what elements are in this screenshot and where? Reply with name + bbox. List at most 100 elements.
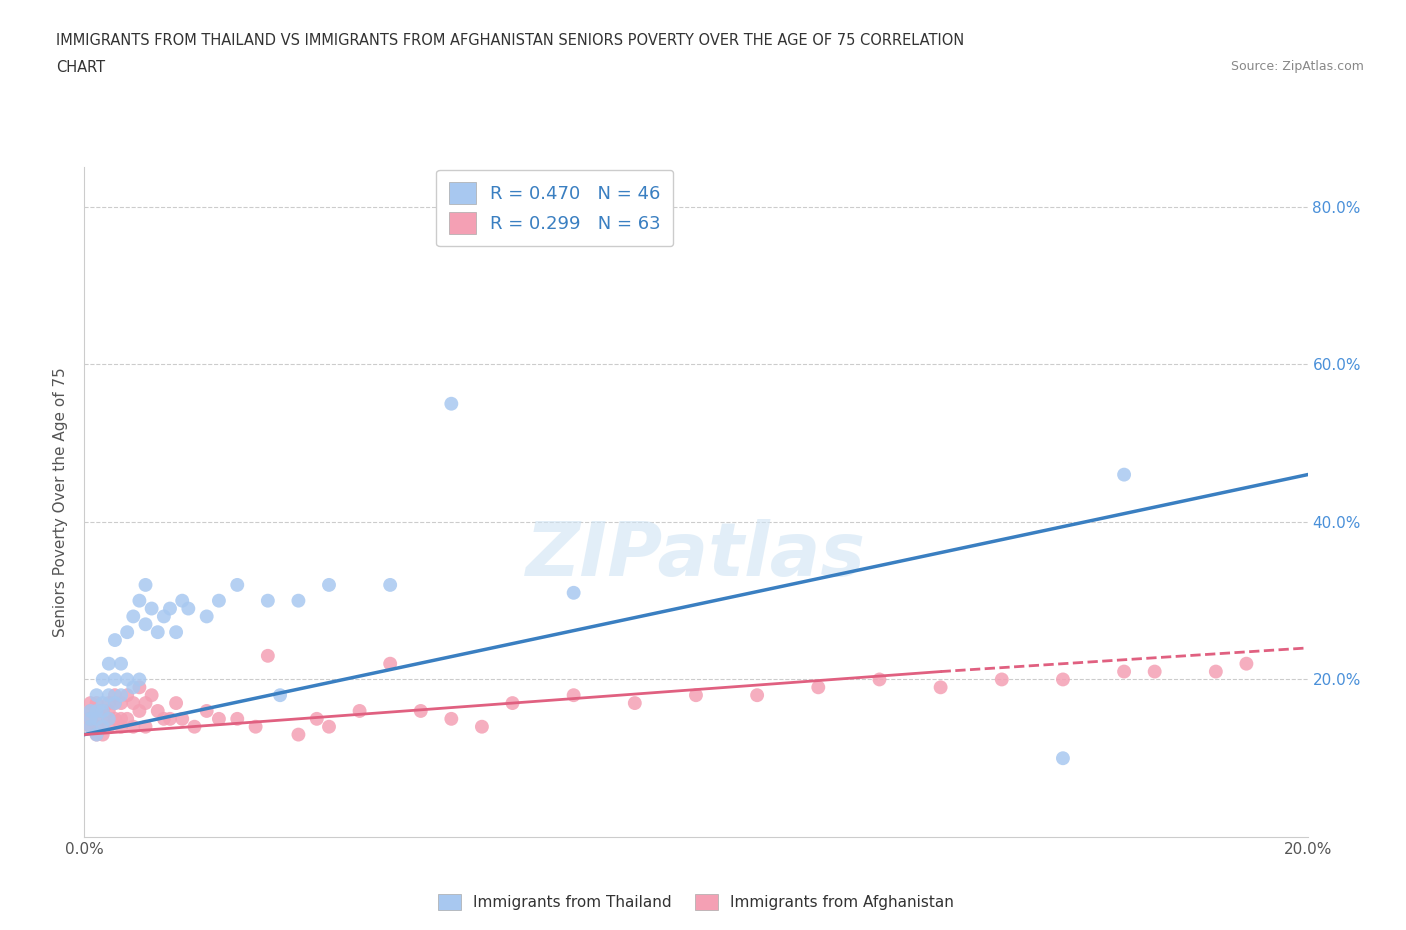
Point: [104, 632, 127, 647]
Point: [79, 703, 101, 718]
Point: [110, 719, 132, 734]
Point: [122, 719, 145, 734]
Point: [1052, 672, 1074, 687]
Point: [349, 703, 371, 718]
Point: [86, 703, 108, 718]
Point: [91, 719, 114, 734]
Point: [869, 672, 891, 687]
Point: [208, 593, 231, 608]
Point: [104, 711, 127, 726]
Point: [97, 657, 120, 671]
Point: [97, 711, 120, 726]
Point: [318, 578, 340, 592]
Point: [128, 593, 150, 608]
Point: [141, 601, 163, 616]
Point: [141, 688, 163, 703]
Point: [153, 609, 176, 624]
Point: [97, 719, 120, 734]
Point: [409, 703, 432, 718]
Point: [91, 727, 114, 742]
Point: [257, 648, 280, 663]
Point: [624, 696, 647, 711]
Point: [226, 578, 249, 592]
Point: [195, 703, 218, 718]
Point: [685, 688, 707, 703]
Point: [122, 696, 145, 711]
Legend: Immigrants from Thailand, Immigrants from Afghanistan: Immigrants from Thailand, Immigrants fro…: [432, 888, 960, 916]
Point: [440, 711, 463, 726]
Y-axis label: Seniors Poverty Over the Age of 75: Seniors Poverty Over the Age of 75: [53, 367, 69, 637]
Point: [110, 657, 132, 671]
Point: [104, 672, 127, 687]
Point: [305, 711, 328, 726]
Point: [562, 585, 585, 600]
Point: [380, 578, 402, 592]
Point: [86, 727, 108, 742]
Point: [1205, 664, 1227, 679]
Point: [86, 696, 108, 711]
Point: [929, 680, 952, 695]
Point: [807, 680, 830, 695]
Point: [79, 711, 101, 726]
Point: [471, 719, 494, 734]
Point: [135, 696, 157, 711]
Point: [97, 711, 120, 726]
Point: [245, 719, 267, 734]
Point: [79, 696, 101, 711]
Point: [159, 711, 181, 726]
Point: [318, 719, 340, 734]
Point: [183, 719, 205, 734]
Point: [86, 703, 108, 718]
Point: [86, 688, 108, 703]
Point: [1236, 657, 1258, 671]
Point: [128, 703, 150, 718]
Point: [79, 719, 101, 734]
Text: Source: ZipAtlas.com: Source: ZipAtlas.com: [1230, 60, 1364, 73]
Point: [110, 696, 132, 711]
Text: IMMIGRANTS FROM THAILAND VS IMMIGRANTS FROM AFGHANISTAN SENIORS POVERTY OVER THE: IMMIGRANTS FROM THAILAND VS IMMIGRANTS F…: [56, 33, 965, 47]
Point: [991, 672, 1014, 687]
Point: [128, 680, 150, 695]
Point: [165, 625, 187, 640]
Point: [440, 396, 463, 411]
Point: [1114, 664, 1136, 679]
Point: [110, 711, 132, 726]
Point: [165, 696, 187, 711]
Point: [104, 696, 127, 711]
Point: [122, 609, 145, 624]
Point: [1114, 467, 1136, 482]
Point: [86, 711, 108, 726]
Point: [146, 625, 169, 640]
Point: [115, 625, 138, 640]
Point: [146, 703, 169, 718]
Point: [287, 593, 309, 608]
Point: [104, 696, 127, 711]
Point: [79, 711, 101, 726]
Point: [153, 711, 176, 726]
Point: [115, 711, 138, 726]
Point: [97, 688, 120, 703]
Point: [177, 601, 200, 616]
Point: [287, 727, 309, 742]
Point: [115, 672, 138, 687]
Point: [91, 672, 114, 687]
Point: [79, 703, 101, 718]
Point: [91, 711, 114, 726]
Point: [135, 617, 157, 631]
Point: [257, 593, 280, 608]
Point: [122, 680, 145, 695]
Point: [502, 696, 524, 711]
Point: [91, 703, 114, 718]
Point: [380, 657, 402, 671]
Point: [562, 688, 585, 703]
Point: [91, 696, 114, 711]
Point: [115, 688, 138, 703]
Point: [172, 593, 194, 608]
Point: [110, 688, 132, 703]
Point: [1052, 751, 1074, 765]
Point: [208, 711, 231, 726]
Text: ZIPatlas: ZIPatlas: [526, 519, 866, 592]
Point: [172, 711, 194, 726]
Point: [226, 711, 249, 726]
Point: [195, 609, 218, 624]
